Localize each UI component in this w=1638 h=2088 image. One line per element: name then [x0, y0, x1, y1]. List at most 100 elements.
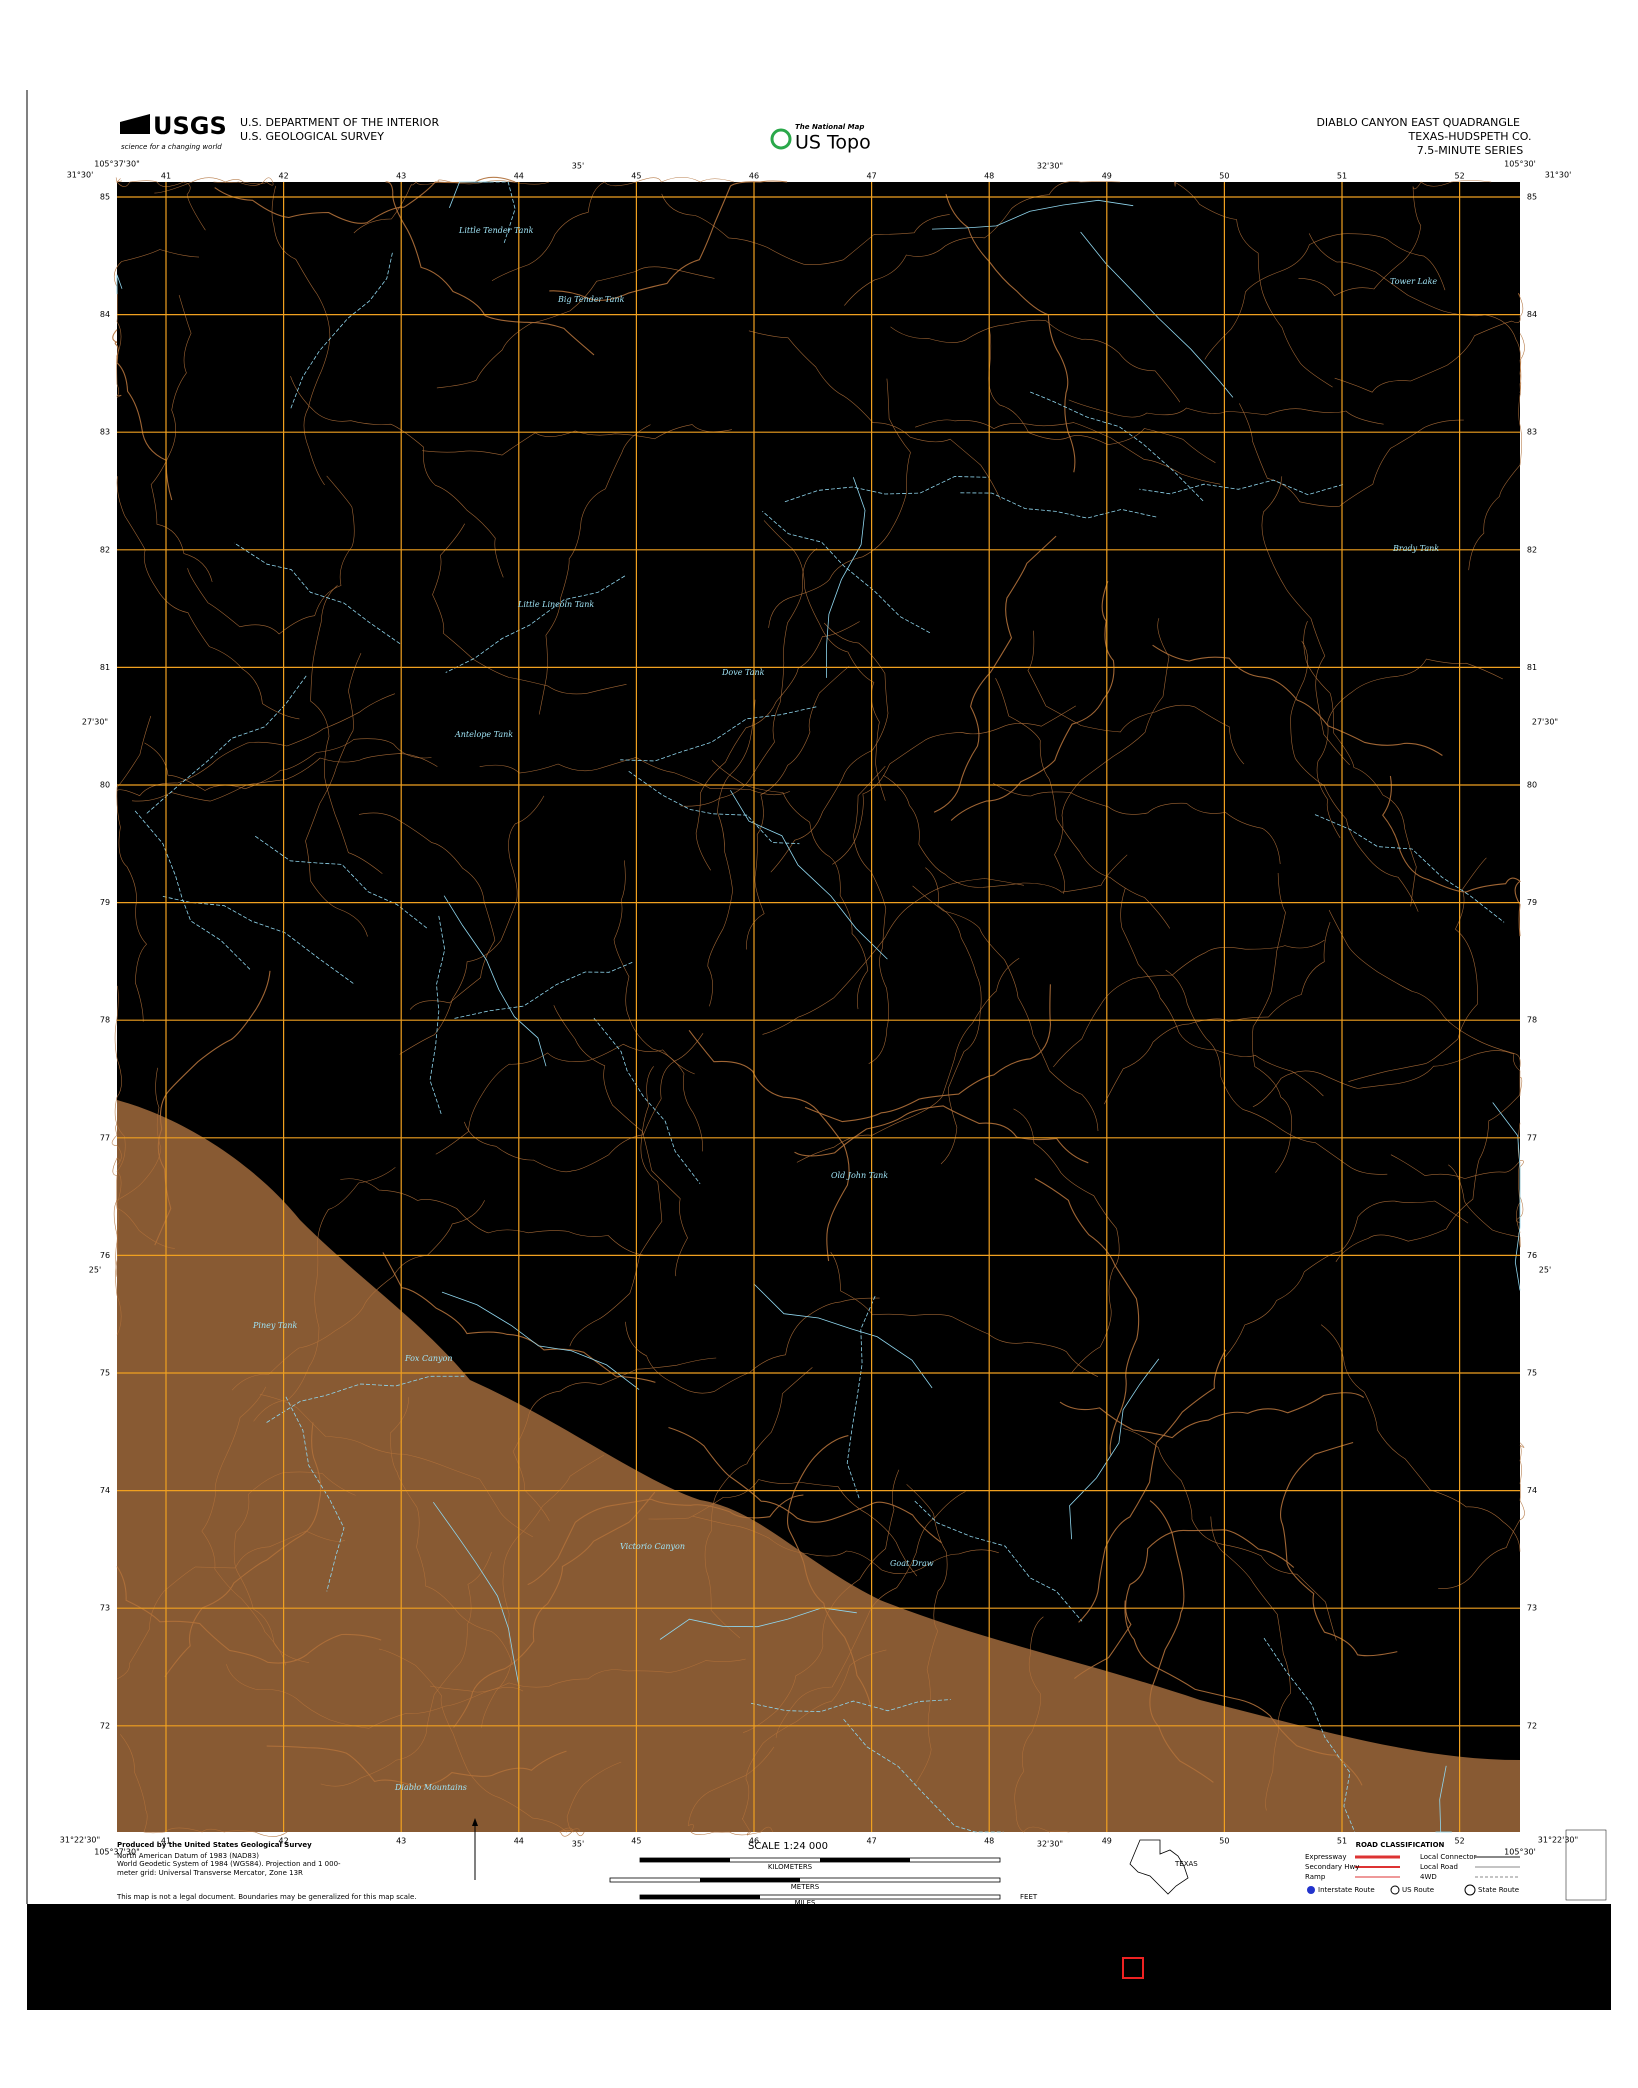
contour — [358, 812, 496, 1010]
datum: North American Datum of 1983 (NAD83) — [117, 1852, 259, 1860]
contour — [830, 1251, 1099, 1377]
contour — [704, 1367, 813, 1639]
stream — [254, 835, 429, 930]
contour — [1303, 620, 1417, 907]
contour — [794, 1105, 1089, 1164]
coord: 105°30' — [1504, 1848, 1536, 1857]
road-item: Local Connector — [1420, 1853, 1477, 1861]
northing-label: 73 — [1527, 1604, 1537, 1613]
usgs-logo: USGS science for a changing world — [120, 112, 227, 151]
contour — [1280, 1441, 1398, 1657]
stream — [474, 181, 516, 244]
easting-label: 44 — [514, 1837, 524, 1846]
contour — [1335, 1077, 1523, 1262]
easting-label: 43 — [396, 1837, 406, 1846]
contour — [1468, 333, 1525, 571]
contour — [113, 249, 200, 398]
place-name: Old John Tank — [831, 1171, 888, 1180]
contour — [688, 1029, 850, 1262]
contour — [115, 177, 206, 231]
stream — [445, 575, 626, 673]
contour — [1348, 857, 1487, 1082]
contour — [742, 1469, 900, 1733]
contour — [933, 535, 1057, 813]
map-frame — [111, 176, 1525, 1837]
road-item: US Route — [1402, 1886, 1434, 1894]
contour — [804, 984, 1052, 1123]
contour — [1210, 1516, 1291, 1811]
streams — [116, 181, 1521, 1833]
contour — [1149, 1500, 1214, 1783]
coord: 31°30' — [67, 171, 94, 180]
coord: 32'30" — [1037, 162, 1063, 171]
stream — [432, 1501, 520, 1688]
contour — [231, 1200, 485, 1391]
northing-label: 80 — [100, 781, 110, 790]
contour — [890, 319, 1181, 403]
contour — [1438, 1442, 1525, 1589]
road-item: 4WD — [1420, 1873, 1437, 1881]
stream — [784, 476, 990, 503]
stream — [1028, 390, 1204, 502]
contour — [1174, 181, 1333, 388]
stream — [134, 810, 252, 971]
stream — [1069, 1358, 1160, 1540]
barcode — [1565, 1829, 1607, 1901]
easting-label: 45 — [631, 1837, 641, 1846]
stream — [429, 915, 446, 1115]
stream — [266, 1375, 465, 1423]
place-name: Antelope Tank — [454, 730, 513, 739]
road-item: Local Road — [1420, 1863, 1458, 1871]
utm-grid — [117, 182, 1520, 1832]
contour — [1261, 476, 1350, 766]
northing-label: 84 — [100, 310, 110, 319]
contour — [116, 693, 396, 797]
stream — [753, 1283, 933, 1389]
contour — [290, 376, 504, 578]
series: 7.5-MINUTE SERIES — [1417, 144, 1523, 157]
contour — [1252, 1050, 1521, 1108]
northing-label: 73 — [100, 1604, 110, 1613]
coord: 35' — [572, 1840, 584, 1849]
stream — [289, 252, 393, 411]
coord: 27'30" — [82, 718, 108, 727]
contour — [569, 1066, 663, 1347]
contour — [116, 476, 300, 720]
road-title: ROAD CLASSIFICATION — [1356, 1841, 1445, 1849]
northing-label: 78 — [1527, 1016, 1537, 1025]
survey: U.S. GEOLOGICAL SURVEY — [240, 130, 384, 143]
stream — [449, 181, 492, 208]
easting-label: 52 — [1455, 1837, 1465, 1846]
contour — [1078, 1349, 1227, 1623]
northing-label: 79 — [1527, 898, 1537, 907]
legal-note: This map is not a legal document. Bounda… — [116, 1893, 416, 1901]
easting-label: 45 — [631, 172, 641, 181]
quad-name: DIABLO CANYON EAST QUADRANGLE — [1316, 116, 1520, 129]
scale-unit: KILOMETERS — [768, 1863, 813, 1871]
contour — [707, 699, 756, 1007]
product: US Topo — [795, 132, 871, 154]
projection: World Geodetic System of 1984 (WGS84). P… — [117, 1860, 341, 1877]
stream — [1080, 231, 1234, 398]
northing-label: 82 — [100, 545, 110, 554]
easting-label: 50 — [1219, 1837, 1229, 1846]
contour — [549, 180, 788, 301]
coord: 27'30" — [1532, 718, 1558, 727]
easting-label: 49 — [1102, 172, 1112, 181]
contour — [1123, 1428, 1337, 1641]
contour — [613, 860, 703, 1152]
northing-label: 72 — [1527, 1721, 1537, 1730]
contour — [491, 176, 734, 282]
road-item: Ramp — [1305, 1873, 1326, 1881]
contour — [1223, 1200, 1469, 1360]
contour — [310, 585, 383, 874]
easting-label: 50 — [1219, 172, 1229, 181]
stream — [730, 790, 888, 960]
northing-label: 72 — [100, 1721, 110, 1730]
stream — [751, 1699, 951, 1713]
contour — [1316, 658, 1503, 838]
contour — [748, 330, 1001, 500]
contour — [1328, 909, 1521, 1096]
stream — [846, 1294, 877, 1499]
road-item: State Route — [1478, 1886, 1519, 1894]
